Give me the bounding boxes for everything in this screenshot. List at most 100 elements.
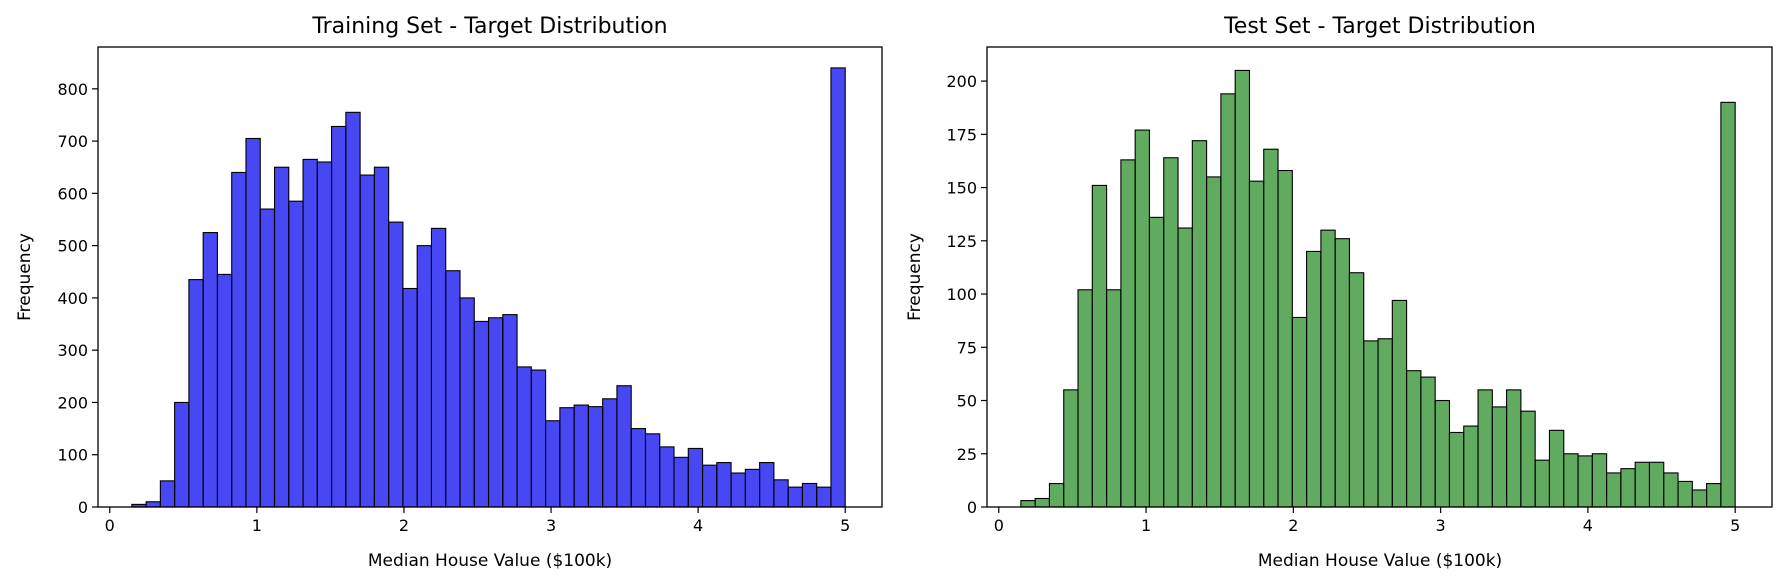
histogram-bar bbox=[1406, 370, 1422, 508]
x-tick-label: 1 bbox=[252, 516, 262, 535]
histogram-bar bbox=[602, 398, 618, 508]
x-tick-label: 0 bbox=[105, 516, 115, 535]
histogram-bar bbox=[159, 480, 176, 508]
x-tick-label: 0 bbox=[994, 516, 1004, 535]
histogram-bar bbox=[1463, 425, 1479, 508]
histogram-bar bbox=[402, 287, 418, 508]
histogram-bar bbox=[1620, 468, 1636, 508]
y-tick-label: 600 bbox=[57, 184, 88, 203]
histogram-bar bbox=[459, 297, 475, 508]
histogram-bar bbox=[1520, 410, 1536, 508]
histogram-bar bbox=[1648, 461, 1665, 508]
histogram-bar bbox=[302, 158, 318, 508]
histogram-bar bbox=[559, 407, 575, 508]
plot-frame bbox=[97, 46, 883, 508]
x-ticks: 0 1 2 3 4 5 bbox=[105, 507, 850, 535]
histogram-bar bbox=[1034, 497, 1051, 508]
histogram-bar bbox=[473, 320, 490, 508]
x-tick-label: 1 bbox=[1141, 516, 1151, 535]
histogram-bar bbox=[716, 462, 732, 508]
y-tick-label: 300 bbox=[57, 341, 88, 360]
histogram-bar bbox=[744, 468, 761, 508]
y-tick-label: 500 bbox=[57, 237, 88, 256]
bars-group bbox=[1020, 69, 1736, 508]
histogram-bar bbox=[1491, 406, 1508, 508]
x-ticks: 0 1 2 3 4 5 bbox=[994, 507, 1740, 535]
histogram-bar bbox=[1120, 159, 1136, 508]
histogram-bar bbox=[816, 486, 832, 508]
histogram-bar bbox=[1377, 338, 1393, 508]
histogram-bar bbox=[1220, 93, 1236, 508]
y-tick-label: 0 bbox=[78, 498, 88, 517]
histogram-bar bbox=[1306, 250, 1322, 508]
histogram-bar bbox=[1020, 500, 1036, 508]
histogram-bar bbox=[430, 227, 447, 508]
histogram-bar bbox=[1548, 429, 1565, 508]
x-tick-label: 4 bbox=[1583, 516, 1593, 535]
histogram-bar bbox=[1234, 69, 1251, 508]
histogram-bar bbox=[1634, 461, 1651, 508]
y-ticks: 0 25 50 75 100 125 150 175 200 bbox=[946, 72, 987, 517]
histogram-bar bbox=[1291, 316, 1308, 508]
x-axis-label: Median House Value ($100k) bbox=[1258, 551, 1502, 571]
histogram-bar bbox=[1563, 453, 1579, 508]
histogram-bar bbox=[1391, 299, 1408, 508]
x-tick-label: 4 bbox=[693, 516, 703, 535]
plot-frame bbox=[986, 46, 1773, 508]
x-tick-label: 2 bbox=[399, 516, 409, 535]
histogram-bar bbox=[359, 174, 375, 508]
histogram-bar bbox=[530, 369, 547, 508]
histogram-bar bbox=[659, 446, 675, 508]
y-tick-label: 400 bbox=[57, 289, 88, 308]
histogram-bar bbox=[245, 137, 261, 508]
histogram-bar bbox=[759, 462, 775, 508]
x-tick-label: 5 bbox=[1730, 516, 1740, 535]
histogram-bar bbox=[216, 273, 233, 508]
histogram-bar bbox=[787, 486, 803, 508]
x-tick-label: 2 bbox=[1288, 516, 1298, 535]
histogram-bar bbox=[1177, 227, 1193, 508]
histogram-bar bbox=[1534, 459, 1551, 508]
y-tick-label: 175 bbox=[946, 125, 977, 144]
histogram-bar bbox=[259, 208, 276, 508]
histogram-bar bbox=[1191, 140, 1208, 508]
y-axis-label: Frequency bbox=[15, 233, 35, 321]
histogram-bar bbox=[673, 456, 689, 508]
histogram-bar bbox=[188, 279, 204, 508]
y-tick-label: 0 bbox=[967, 498, 977, 517]
histogram-bar bbox=[1148, 216, 1165, 508]
histogram-bar bbox=[773, 479, 789, 508]
histogram-bar bbox=[516, 366, 532, 508]
histogram-bar bbox=[830, 67, 846, 508]
y-tick-label: 125 bbox=[946, 232, 977, 251]
x-axis-label: Median House Value ($100k) bbox=[368, 551, 612, 571]
histogram-bar bbox=[231, 171, 247, 508]
histogram-bar bbox=[616, 385, 632, 508]
histogram-bar bbox=[1506, 389, 1522, 508]
histogram-bar bbox=[1277, 169, 1293, 508]
histogram-bar bbox=[630, 428, 647, 508]
histogram-bar bbox=[1163, 157, 1179, 508]
histogram-bar bbox=[687, 447, 704, 508]
histogram-bar bbox=[1677, 480, 1693, 508]
histogram-bar bbox=[445, 270, 461, 508]
histogram-bar bbox=[1420, 376, 1436, 508]
histogram-bar bbox=[316, 161, 333, 508]
histogram-bar bbox=[174, 401, 190, 508]
histogram-bar bbox=[502, 314, 518, 508]
chart-title: Training Set - Target Distribution bbox=[311, 14, 667, 39]
histogram-bar bbox=[1577, 455, 1593, 508]
histogram-bar bbox=[545, 420, 561, 508]
histogram-bar bbox=[388, 221, 404, 508]
y-tick-label: 150 bbox=[946, 179, 977, 198]
histogram-bar bbox=[1348, 272, 1365, 508]
histogram-bar bbox=[644, 433, 661, 508]
x-tick-label: 3 bbox=[546, 516, 556, 535]
y-tick-label: 100 bbox=[57, 446, 88, 465]
x-tick-label: 3 bbox=[1436, 516, 1446, 535]
histogram-bar bbox=[345, 111, 361, 508]
histogram-bar bbox=[373, 166, 390, 508]
histogram-bar bbox=[1691, 489, 1708, 508]
chart-title: Test Set - Target Distribution bbox=[1223, 14, 1536, 39]
